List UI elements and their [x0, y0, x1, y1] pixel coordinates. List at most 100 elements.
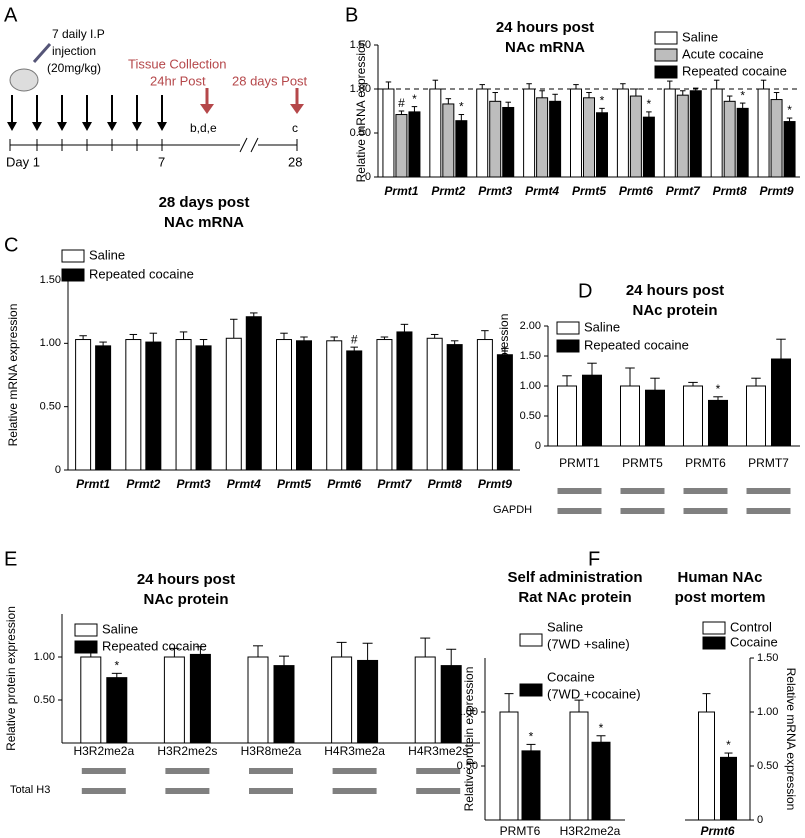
y-tick-label: 0.50: [34, 694, 55, 706]
bar: [296, 340, 312, 471]
panel-label: F: [588, 548, 600, 570]
bar: [408, 111, 421, 178]
bar: [396, 331, 413, 471]
legend-label: Repeated cocaine: [682, 63, 787, 78]
timeline-text: Tissue Collection: [128, 56, 227, 71]
legend-label: Cocaine: [547, 669, 595, 684]
bar: [455, 120, 468, 178]
legend-label: Repeated cocaine: [102, 638, 207, 653]
legend-swatch: [654, 65, 678, 79]
panel-label: C: [4, 234, 18, 256]
y-tick-label: 0: [55, 464, 61, 476]
bar: [376, 339, 393, 471]
x-tick-label: Prmt1: [384, 184, 418, 198]
y-tick-label: 0.50: [520, 410, 541, 422]
bar: [442, 103, 455, 178]
y-tick-label: 1.00: [757, 706, 778, 718]
legend-swatch: [702, 621, 726, 635]
y-axis-label: Relative mRNA expression: [784, 668, 798, 811]
x-tick-label: Prmt4: [525, 184, 559, 198]
x-tick-label: Prmt6: [700, 824, 734, 838]
bar: [723, 100, 736, 178]
bar: [195, 345, 212, 471]
x-tick-label: PRMT6: [500, 824, 541, 838]
bar: [689, 90, 702, 178]
bar: [771, 358, 791, 447]
x-tick-label: H4R3me2s: [408, 744, 468, 758]
chart-title: Self administration: [507, 569, 642, 586]
panel-label: B: [345, 4, 358, 26]
significance-mark: *: [787, 103, 792, 117]
bar: [247, 656, 269, 744]
chart-title: NAc protein: [143, 591, 228, 608]
legend-label: Acute cocaine: [682, 46, 764, 61]
legend-swatch: [74, 640, 98, 654]
bar: [499, 711, 519, 821]
y-tick-label: 1.00: [457, 706, 478, 718]
bar: [683, 385, 703, 447]
legend-swatch: [654, 31, 678, 45]
legend-label: Saline: [682, 29, 718, 44]
legend-swatch: [556, 321, 580, 335]
bar: [245, 316, 262, 471]
x-tick-label: Prmt1: [76, 477, 110, 491]
bar: [582, 374, 602, 447]
legend-label: (7WD +saline): [547, 636, 630, 651]
bar: [521, 750, 541, 821]
bar: [440, 665, 462, 744]
x-tick-label: Prmt6: [619, 184, 653, 198]
blot-band: [746, 508, 791, 514]
x-tick-label: PRMT6: [685, 456, 726, 470]
bar: [382, 88, 395, 178]
blot-band: [746, 488, 791, 494]
y-tick-label: 1.50: [757, 652, 778, 664]
blot-band: [165, 788, 210, 794]
x-tick-label: PRMT5: [622, 456, 663, 470]
bar: [106, 677, 128, 744]
bar: [557, 385, 577, 447]
x-tick-label: Prmt8: [713, 184, 747, 198]
bar: [75, 339, 92, 471]
x-tick-label: Prmt3: [478, 184, 512, 198]
chart-title: post mortem: [675, 589, 766, 606]
legend-swatch: [519, 683, 543, 697]
legend-label: (7WD +cocaine): [547, 686, 641, 701]
bar: [189, 653, 211, 744]
y-axis-label: Relative mRNA expression: [6, 304, 20, 447]
significance-mark: *: [647, 97, 652, 111]
x-tick-label: Prmt2: [126, 477, 160, 491]
timeline-text: c: [292, 121, 298, 135]
bar: [523, 88, 536, 178]
y-tick-label: 1.50: [350, 39, 371, 51]
bar: [476, 88, 489, 178]
bar: [663, 88, 676, 178]
timeline-text: 7 daily I.P: [52, 27, 105, 41]
x-tick-label: Prmt3: [177, 477, 211, 491]
y-tick-label: 1.50: [520, 350, 541, 362]
bar: [502, 106, 515, 178]
x-tick-label: Prmt5: [277, 477, 311, 491]
chart-title: 24 hours post: [137, 571, 235, 588]
blot-band: [416, 768, 461, 774]
x-tick-label: H3R2me2s: [157, 744, 217, 758]
bar: [708, 399, 728, 447]
legend-label: Saline: [102, 621, 138, 636]
y-tick-label: 0: [757, 814, 763, 826]
legend-label: Repeated cocaine: [89, 266, 194, 281]
x-tick-label: PRMT1: [559, 456, 600, 470]
injection-arrows: [11, 95, 163, 125]
blot-band: [249, 788, 293, 794]
timeline-text: injection: [52, 44, 96, 58]
legend-label: Cocaine: [730, 634, 778, 649]
timeline-text: b,d,e: [190, 121, 217, 135]
x-tick-label: Prmt4: [227, 477, 261, 491]
bar: [642, 116, 655, 178]
bar: [645, 389, 665, 447]
bar: [720, 756, 737, 821]
chart-title: 24 hours post: [496, 19, 594, 36]
chart-title: NAc mRNA: [164, 214, 244, 231]
bar: [446, 344, 463, 471]
bar: [273, 665, 295, 744]
x-tick-label: H4R3me2a: [324, 744, 385, 758]
